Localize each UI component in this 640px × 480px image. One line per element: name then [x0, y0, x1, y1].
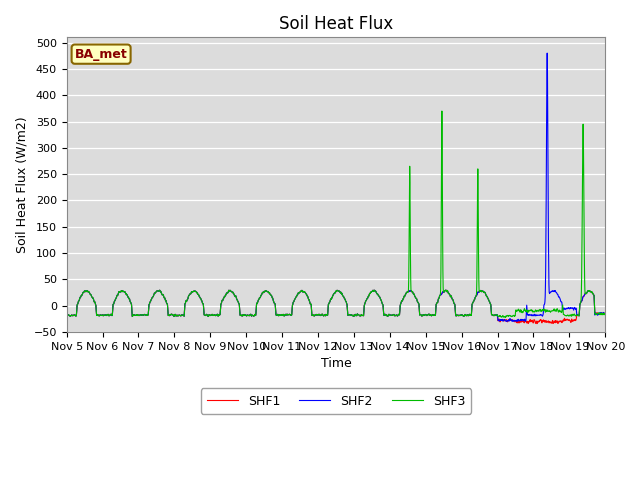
SHF2: [502, 319, 510, 324]
SHF3: [493, 312, 500, 318]
SHF2: [602, 311, 609, 317]
Line: SHF3: SHF3: [67, 111, 605, 318]
SHF1: [442, 287, 450, 293]
SHF3: [364, 296, 371, 301]
SHF2: [543, 50, 551, 56]
SHF1: [364, 296, 371, 301]
SHF3: [351, 312, 359, 317]
SHF1: [602, 310, 609, 315]
SHF3: [213, 312, 221, 318]
SHF2: [213, 312, 221, 318]
SHF3: [438, 108, 445, 114]
SHF2: [570, 306, 577, 312]
SHF2: [351, 312, 359, 317]
Line: SHF1: SHF1: [67, 290, 605, 324]
Legend: SHF1, SHF2, SHF3: SHF1, SHF2, SHF3: [200, 388, 472, 414]
Y-axis label: Soil Heat Flux (W/m2): Soil Heat Flux (W/m2): [15, 116, 28, 253]
X-axis label: Time: Time: [321, 357, 351, 370]
SHF1: [493, 312, 500, 318]
Line: SHF2: SHF2: [67, 53, 605, 322]
SHF1: [554, 320, 562, 326]
SHF2: [364, 296, 371, 301]
SHF1: [213, 312, 221, 318]
SHF2: [554, 293, 562, 299]
SHF3: [554, 309, 562, 314]
Text: BA_met: BA_met: [75, 48, 127, 60]
SHF2: [492, 312, 500, 318]
SHF1: [570, 318, 577, 324]
Title: Soil Heat Flux: Soil Heat Flux: [279, 15, 393, 33]
SHF3: [602, 311, 609, 317]
SHF2: [63, 312, 70, 318]
SHF3: [63, 312, 70, 318]
SHF1: [63, 312, 70, 318]
SHF1: [351, 312, 359, 317]
SHF1: [533, 321, 541, 326]
SHF3: [570, 312, 577, 318]
SHF3: [502, 315, 509, 321]
